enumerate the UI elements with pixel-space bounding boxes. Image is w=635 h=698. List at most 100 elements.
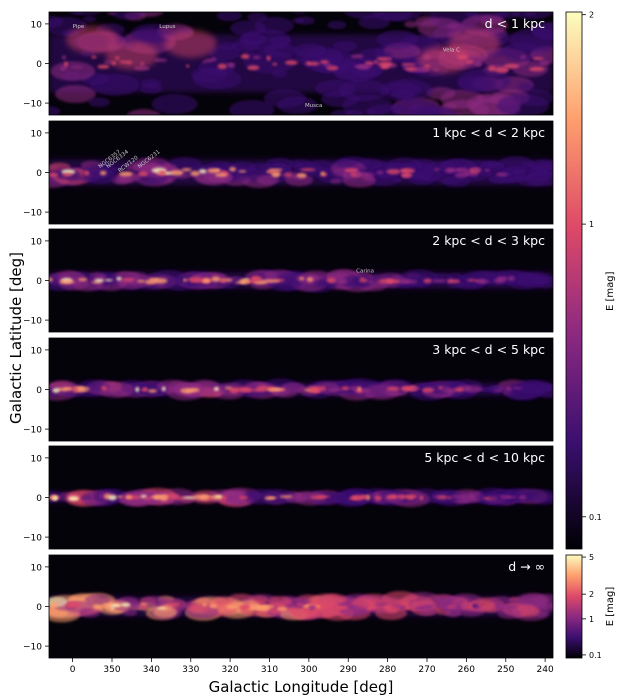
dust-filament [397,494,408,499]
dust-filament [454,172,469,178]
local-cloud [164,29,217,58]
map-panel-1: d < 1 kpc Pipe Lupus Vela C Musca 10 0 −10 [23,11,554,116]
dust-cloud [230,20,267,36]
dust-cloud [277,96,318,114]
dust-filament [251,276,259,282]
dust-filament [61,55,67,60]
dust-cloud [141,595,168,607]
dust-cloud [440,89,485,109]
dust-filament [336,603,350,606]
dust-filament [224,386,233,390]
dust-filament [376,170,384,175]
dust-filament [519,55,526,59]
x-tick-label: 270 [418,665,435,675]
dust-filament [49,172,59,178]
dust-filament [272,62,278,66]
dust-filament [276,606,288,612]
dust-filament [487,65,497,72]
dust-filament [328,387,343,392]
dust-cloud [216,12,242,22]
dust-cloud [496,93,550,115]
dust-cloud [208,45,241,60]
x-tick-label: 310 [261,665,278,675]
colorbar-tick-label: 2 [589,590,594,599]
dust-filament [210,57,217,62]
colorbar-tick-label: 1 [589,615,594,624]
dust-filament [539,60,550,66]
dust-cloud [231,40,259,53]
dust-filament [63,61,69,67]
dust-filament [306,277,314,282]
dust-filament [182,278,188,282]
dust-cloud [50,61,96,81]
dust-filament [84,170,89,176]
dust-filament [100,603,112,607]
x-tick-label: 300 [300,665,317,675]
dust-filament [380,64,390,70]
dust-filament [268,168,283,171]
panel-label: d < 1 kpc [485,16,545,31]
y-tick-label: 10 [31,20,43,30]
dust-cloud [269,36,291,46]
dust-filament [139,605,148,609]
x-tick-label: 250 [497,665,514,675]
dust-cloud [528,159,553,172]
dust-filament [400,172,413,178]
dust-filament [170,169,184,176]
dust-filament [488,496,502,499]
dust-filament [513,169,528,175]
dust-filament [300,168,316,172]
dust-filament [308,605,316,611]
region-annotation: Musca [305,103,323,109]
dust-filament [432,279,448,283]
dust-filament [108,494,117,501]
dust-filament [226,604,239,610]
dust-filament [474,61,483,67]
dust-filament [432,495,442,498]
dust-filament [363,389,371,393]
y-tick-label: 0 [36,494,42,504]
dust-filament [217,63,228,70]
dust-filament [229,167,237,172]
dust-filament [391,494,397,499]
dust-filament [355,64,371,67]
dust-filament [364,61,374,66]
dust-filament [342,172,348,178]
dust-cloud [82,16,97,23]
region-annotation: Lupus [159,24,175,30]
map-panel-3: 2 kpc < d < 3 kpc Carina 10 0 −10 [23,228,554,333]
dust-cloud [508,598,518,603]
dust-cloud [229,99,275,115]
dust-filament [433,168,440,171]
dust-filament [144,279,157,285]
y-tick-label: 0 [36,169,42,179]
dust-filament [307,61,320,66]
dust-filament [230,387,247,392]
dust-filament [193,494,209,500]
dust-cloud [479,160,504,172]
dust-cloud [444,609,462,617]
dust-filament [214,173,228,177]
x-tick-label: 290 [340,665,357,675]
dust-filament [239,495,249,500]
dust-filament [447,496,452,500]
colorbar-tick-label: 0.1 [589,513,602,522]
dust-filament [273,174,279,177]
dust-cloud [285,606,298,613]
x-tick-label: 260 [458,665,475,675]
dust-cloud [475,94,495,104]
dust-cloud [256,174,280,185]
map-panel-2: 1 kpc < d < 2 kpcNGC6334NGC6357RCW120NGC… [23,120,554,225]
dust-filament [476,280,490,283]
dust-filament [185,64,190,68]
dust-filament [350,54,364,59]
x-tick-label: 0 [70,665,76,675]
dust-filament [318,386,326,391]
dust-filament [279,495,293,499]
dust-filament [59,279,75,285]
dust-cloud [335,158,357,169]
dust-filament [209,603,218,609]
dust-cloud [140,78,162,88]
dust-filament [140,602,148,606]
dust-filament [344,168,359,173]
